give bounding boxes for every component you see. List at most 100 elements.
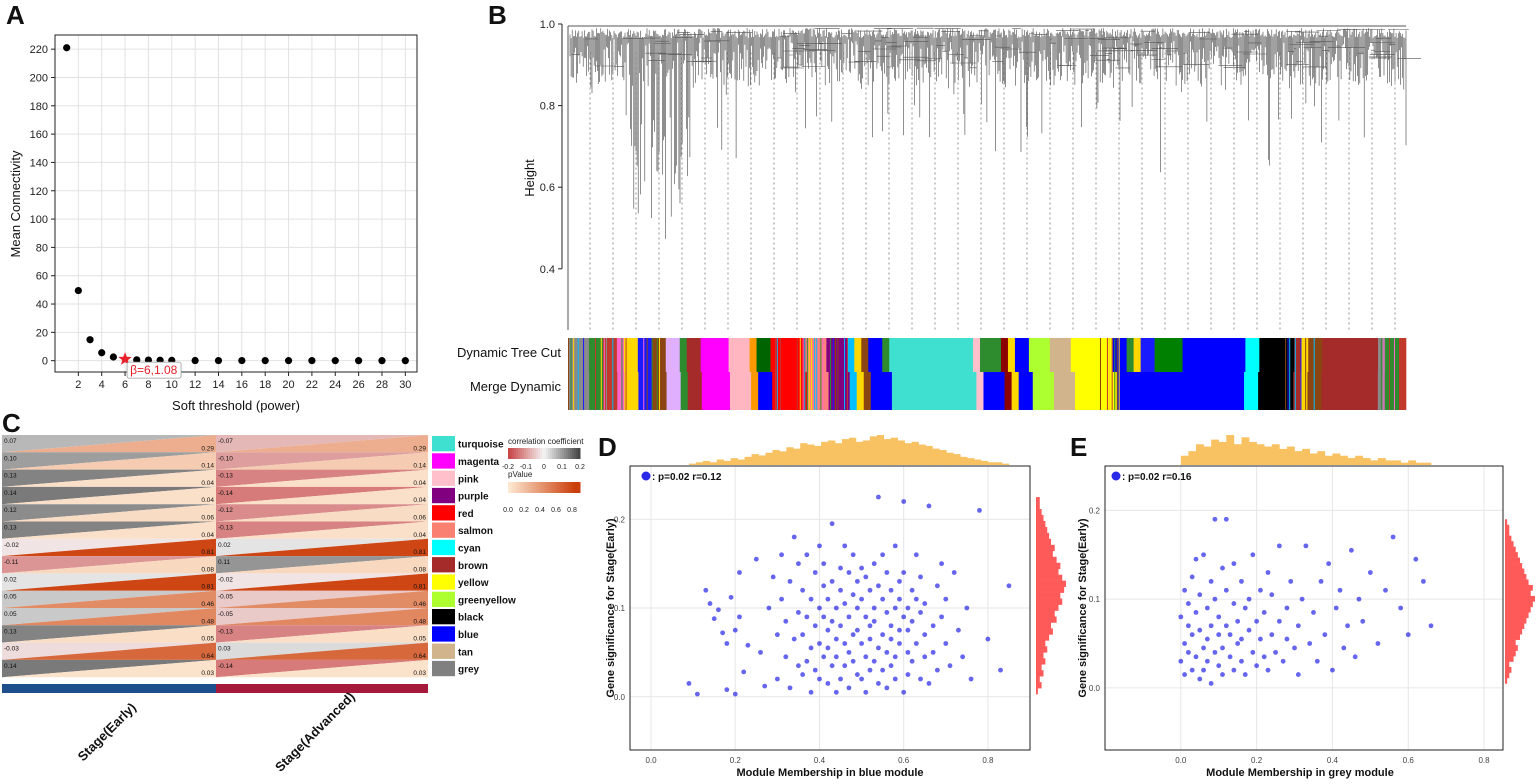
pvalue-triangle (2, 435, 216, 453)
dynamic-tree-cut-segment (588, 338, 604, 372)
data-point (880, 552, 886, 558)
track-stripe (1294, 338, 1296, 410)
data-point (1352, 654, 1358, 660)
top-hist-bar (1347, 458, 1356, 465)
cor-triangle (216, 504, 428, 522)
right-hist-bar (1036, 598, 1063, 605)
right-hist-bar (1036, 640, 1046, 647)
data-point (1204, 636, 1210, 642)
data-point (1254, 618, 1260, 624)
cor-gradient-step (556, 448, 559, 459)
top-hist-bar (1324, 455, 1333, 465)
data-point (1428, 623, 1434, 629)
cor-gradient-step (554, 448, 557, 459)
dynamic-tree-cut-segment (602, 338, 618, 372)
cor-gradient-step (538, 448, 541, 459)
pvalue-triangle (216, 625, 428, 643)
data-point (859, 565, 864, 571)
top-hist-bar (974, 459, 982, 465)
data-point (850, 592, 856, 598)
cor-triangle (216, 573, 428, 591)
track-stripe (775, 338, 776, 410)
data-point (985, 636, 991, 642)
dynamic-tree-cut-segment (1007, 338, 1016, 372)
x-tick-label: 0.6 (898, 756, 910, 765)
top-hist-bar (1340, 455, 1348, 465)
pvalue-value: 0.04 (413, 497, 426, 504)
data-point (1242, 672, 1248, 677)
data-point (1197, 627, 1203, 633)
top-hist-bar (1264, 446, 1273, 465)
data-point (854, 578, 860, 584)
top-hist-bar (1286, 446, 1295, 465)
right-hist-bar (1505, 557, 1520, 564)
data-point (308, 357, 316, 365)
x-tick-label: 26 (352, 379, 364, 391)
pvalue-triangle (2, 521, 216, 539)
merge-dynamic-segment (751, 372, 759, 410)
data-point (825, 627, 831, 633)
y-tick-label: 0.2 (614, 515, 626, 524)
dynamic-tree-cut-segment (1049, 338, 1072, 372)
data-point (724, 687, 730, 693)
merge-dynamic-segment (687, 372, 703, 410)
pvalue-triangle (2, 590, 216, 608)
data-point (1288, 578, 1294, 584)
cor-gradient-step (572, 448, 575, 459)
data-point (737, 614, 742, 620)
top-hist-bar (1332, 453, 1341, 465)
cor-value: -0.05 (218, 611, 233, 618)
y-tick-label: 0.8 (540, 101, 555, 113)
right-hist-bar (1505, 535, 1512, 542)
pvalue-value: 0.04 (413, 532, 426, 539)
y-tick-label: 180 (30, 101, 48, 113)
cor-value: -0.05 (218, 594, 233, 601)
dynamic-tree-cut-segment (980, 338, 1002, 372)
y-tick-label: 20 (36, 327, 48, 339)
pvalue-triangle (2, 504, 216, 522)
right-hist-bar (1036, 568, 1059, 575)
right-hist-bar (1505, 568, 1525, 575)
pvalue-value: 0.05 (201, 636, 214, 643)
right-hist-bar (1036, 520, 1046, 528)
cor-triangle (216, 521, 428, 539)
track-stripe (832, 338, 834, 410)
module-swatch (432, 626, 455, 642)
cor-value: -0.14 (218, 490, 233, 497)
cor-triangle (216, 538, 428, 557)
cor-triangle (2, 504, 216, 522)
data-point (1337, 587, 1343, 593)
merge-dynamic-segment (1018, 372, 1034, 410)
right-hist-bar (1036, 676, 1040, 683)
panel-a-frame (54, 34, 418, 373)
data-point (1284, 605, 1290, 611)
track-stripe (1285, 338, 1287, 410)
pvalue-triangle (216, 608, 428, 626)
cor-gradient-step (560, 448, 563, 459)
track-stripe (603, 338, 605, 410)
top-hist-bar (695, 462, 704, 465)
column-bar-early (2, 684, 216, 693)
panel-e-top-histogram (1180, 435, 1432, 465)
data-point (846, 614, 852, 620)
pvalue-triangle (2, 556, 216, 574)
data-point (284, 357, 293, 365)
y-tick-label: 0.1 (1089, 595, 1101, 604)
pvalue-value: 0.04 (201, 497, 214, 504)
right-hist-bar (1036, 652, 1044, 659)
cor-gradient-step (550, 448, 553, 459)
data-point (1265, 667, 1271, 673)
pvalue-value: 0.06 (413, 515, 426, 522)
cor-gradient-step (522, 448, 525, 459)
right-hist-bar (1036, 497, 1040, 504)
data-point (817, 641, 822, 646)
cor-gradient-step (552, 448, 555, 459)
cor-triangle (216, 452, 428, 470)
y-tick-label: 40 (36, 299, 48, 311)
data-point (1254, 663, 1260, 669)
panel-d-right-histogram (1036, 497, 1066, 695)
top-hist-bar (1180, 455, 1189, 465)
track-stripe (1108, 338, 1110, 410)
top-hist-bar (1362, 458, 1371, 465)
data-point (863, 654, 869, 660)
